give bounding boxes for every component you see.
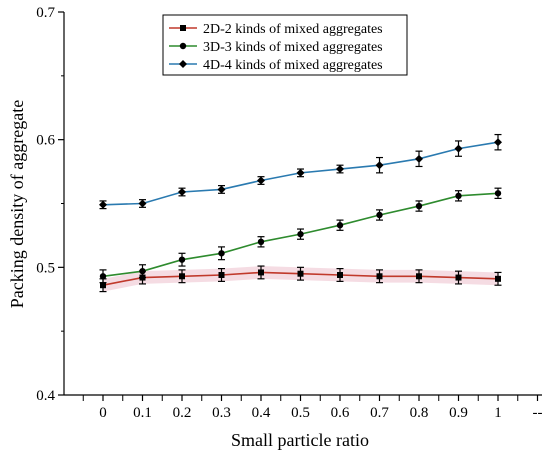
data-point — [218, 271, 225, 278]
data-point — [297, 270, 304, 277]
data-point — [415, 202, 423, 210]
x-tick-label: 0.3 — [212, 405, 231, 421]
legend-item: 4D-4 kinds of mixed aggregates — [169, 58, 383, 73]
x-tick-label: 1 — [494, 405, 502, 421]
y-axis-title: Packing density of aggregate — [7, 100, 27, 308]
x-tick-label: 0.5 — [291, 405, 310, 421]
y-tick-label: 0.4 — [36, 388, 55, 404]
data-point — [178, 188, 186, 197]
legend-label: 2D-2 kinds of mixed aggregates — [203, 22, 383, 37]
y-tick-label: 0.5 — [36, 260, 55, 276]
legend: 2D-2 kinds of mixed aggregates 3D-3 kinds… — [162, 14, 408, 76]
data-point — [138, 199, 147, 208]
data-point — [258, 269, 264, 276]
data-point — [415, 154, 423, 163]
axes-layer: 0.4 0.5 0.6 0.7 0 0.1 0.2 0.3 0.4 0.5 0.6 0.7 0.8 0.9… — [36, 5, 542, 421]
x-axis-title: Small particle ratio — [231, 430, 369, 450]
legend-box — [162, 14, 408, 76]
x-tick-label: 0.1 — [133, 405, 152, 421]
x-tick-label: 0.7 — [370, 405, 389, 421]
legend-item: 3D-3 kinds of mixed aggregates — [169, 40, 383, 55]
data-point — [337, 271, 343, 278]
data-point — [99, 273, 107, 280]
data-point — [297, 230, 304, 238]
data-point — [178, 256, 186, 263]
y-tick-label: 0.6 — [36, 133, 55, 149]
legend-marker — [179, 42, 187, 50]
x-tick-label: 0 — [99, 405, 107, 421]
series-1 — [99, 265, 502, 293]
data-point — [336, 165, 344, 174]
legend-marker — [179, 60, 187, 68]
series-2 — [99, 187, 502, 284]
data-point — [376, 273, 383, 280]
data-point — [494, 138, 502, 147]
data-point — [257, 238, 265, 245]
legend-item: 2D-2 kinds of mixed aggregates — [169, 22, 383, 37]
data-point — [416, 273, 422, 280]
data-point — [336, 222, 344, 229]
data-point — [179, 273, 185, 280]
data-point — [217, 185, 226, 194]
data-point — [375, 161, 384, 170]
data-point — [495, 275, 501, 282]
x-tick-label: 0.6 — [331, 405, 350, 421]
x-tick-label: 0.9 — [449, 405, 468, 421]
x-tick-label: 0.2 — [173, 405, 192, 421]
data-point — [296, 168, 305, 177]
series-3 — [99, 133, 502, 210]
legend-label: 3D-3 kinds of mixed aggregates — [203, 40, 383, 55]
data-point — [494, 190, 502, 197]
series-layer — [99, 133, 502, 293]
legend-label: 4D-4 kinds of mixed aggregates — [203, 58, 383, 73]
data-point — [257, 176, 265, 185]
data-point — [454, 144, 463, 153]
data-point — [376, 211, 383, 219]
data-point — [455, 274, 462, 281]
data-point — [218, 250, 225, 257]
y-tick-label: 0.7 — [36, 5, 55, 21]
data-point — [99, 200, 107, 209]
x-tick-label: 0.8 — [410, 405, 429, 421]
data-point — [455, 192, 462, 200]
x-tick-label: 0.4 — [252, 405, 271, 421]
x-tick-label: -- — [533, 405, 543, 421]
legend-marker — [180, 25, 186, 31]
data-point — [139, 267, 146, 275]
data-point — [100, 282, 106, 289]
